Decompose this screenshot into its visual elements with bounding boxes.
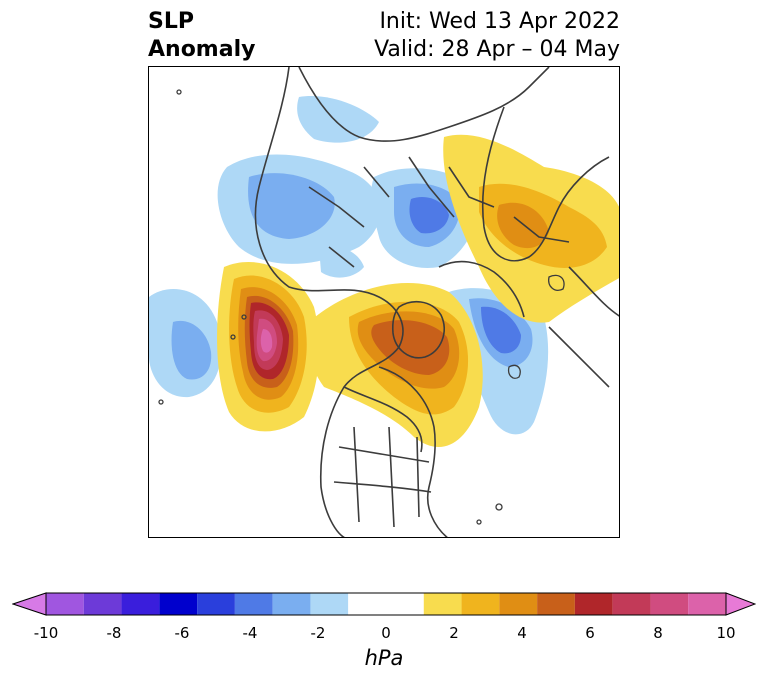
- positive-anomaly-europe: [443, 134, 619, 323]
- colorbar-tick-label: -8: [106, 624, 122, 642]
- colorbar-band: [574, 593, 613, 615]
- colorbar-tick-label: 10: [716, 624, 736, 642]
- islands: [158, 89, 565, 525]
- negative-anomaly-west: [149, 289, 222, 398]
- date-title: Init: Wed 13 Apr 2022 Valid: 28 Apr – 04…: [374, 8, 620, 64]
- anomaly-map-canvas: [149, 67, 619, 537]
- colorbar-band: [83, 593, 122, 615]
- colorbar-band: [423, 593, 462, 615]
- colorbar-band: [537, 593, 575, 615]
- colorbar-outline: [45, 592, 727, 616]
- init-date-label: Init: Wed 13 Apr 2022: [379, 9, 620, 34]
- colorbar-band: [46, 593, 84, 615]
- colorbar-tick-label: 6: [585, 624, 595, 642]
- variable-title-line1: SLP: [148, 9, 194, 34]
- colorbar-band: [688, 593, 726, 615]
- colorbar-band: [234, 593, 273, 615]
- colorbar-band: [121, 593, 160, 615]
- colorbar-band: [612, 593, 651, 615]
- colorbar-band: [272, 593, 311, 615]
- valid-date-label: Valid: 28 Apr – 04 May: [374, 37, 620, 62]
- positive-anomaly-canada: [307, 283, 483, 447]
- colorbar-canvas: [11, 592, 757, 616]
- colorbar-band: [650, 593, 689, 615]
- colorbar-band: [159, 593, 198, 615]
- colorbar-unit-label: hPa: [364, 646, 404, 670]
- coastlines: [254, 67, 619, 537]
- colorbar-band: [499, 593, 538, 615]
- colorbar-tick-label: 0: [381, 624, 391, 642]
- positive-anomaly-pacific: [217, 261, 320, 432]
- colorbar-band: [348, 593, 424, 615]
- colorbar-tick-label: -6: [174, 624, 190, 642]
- anomaly-map: [148, 66, 620, 538]
- negative-anomaly-siberia: [217, 96, 478, 278]
- colorbar-tick-label: 2: [449, 624, 459, 642]
- colorbar-tick-label: -10: [33, 624, 59, 642]
- colorbar-tick-label: -4: [242, 624, 258, 642]
- colorbar-band: [461, 593, 500, 615]
- colorbar-tick-label: 8: [653, 624, 663, 642]
- colorbar-tick-label: 4: [517, 624, 527, 642]
- colorbar-high-extend: [725, 592, 757, 616]
- colorbar-band: [310, 593, 349, 615]
- variable-title: SLP Anomaly: [148, 8, 255, 64]
- colorbar-band: [197, 593, 235, 615]
- colorbar-tick-label: -2: [310, 624, 326, 642]
- variable-title-line2: Anomaly: [148, 37, 256, 62]
- colorbar: [11, 592, 757, 622]
- colorbar-low-extend: [11, 592, 47, 616]
